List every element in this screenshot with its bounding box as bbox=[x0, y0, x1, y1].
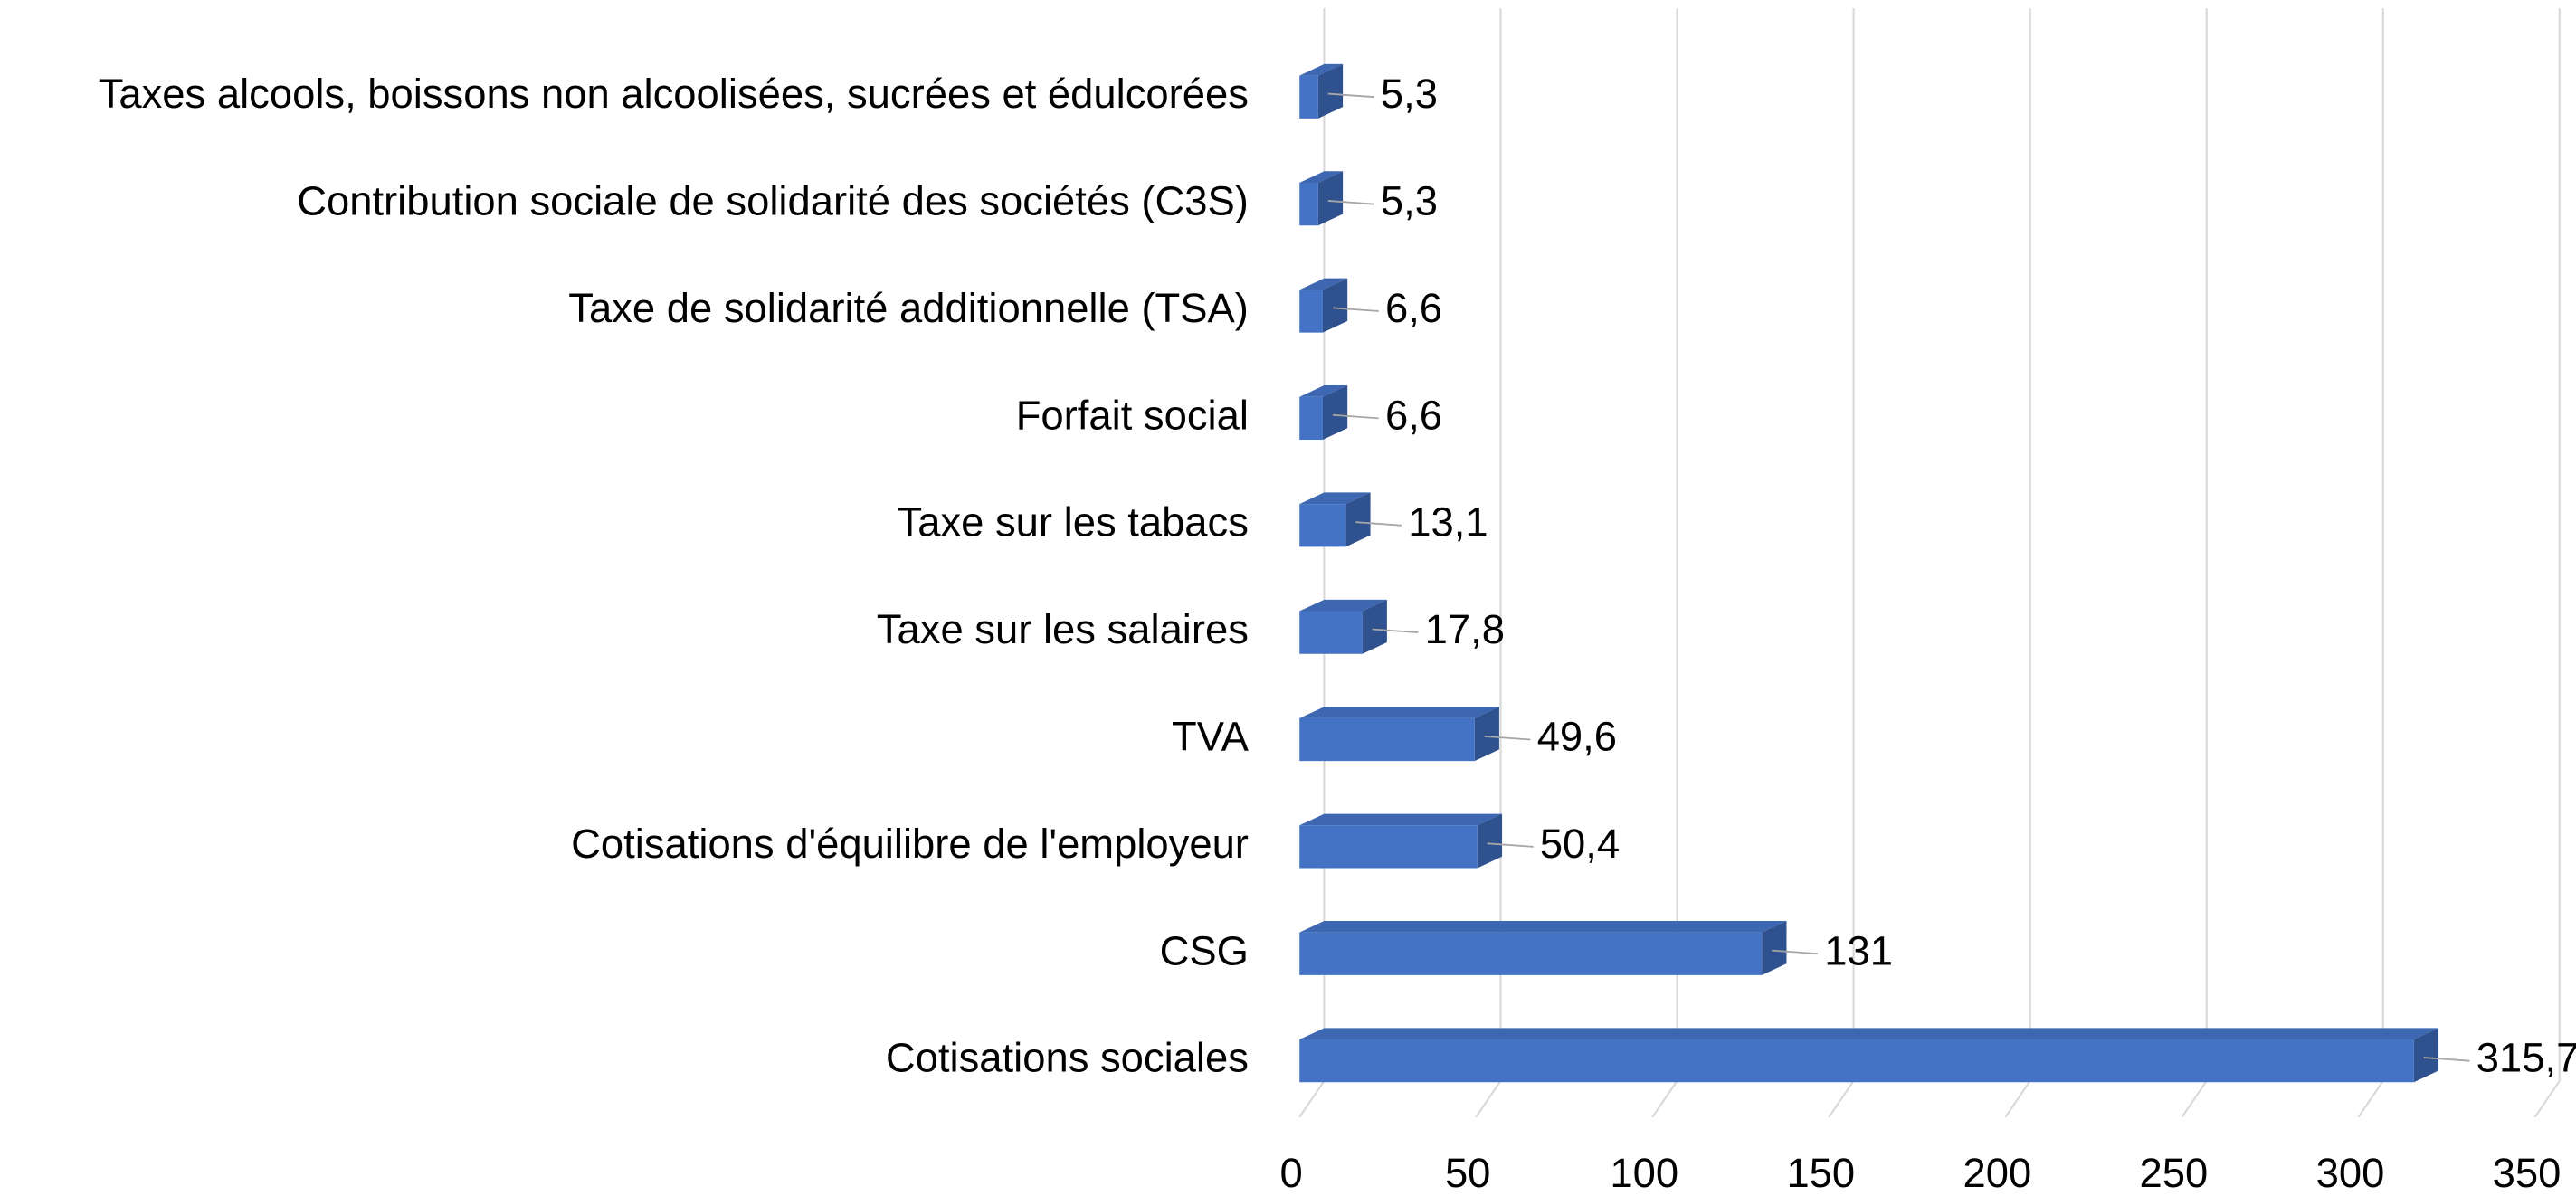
bar-front bbox=[1299, 1039, 2414, 1083]
bar-front bbox=[1299, 182, 1318, 226]
leader-line bbox=[1332, 413, 1379, 420]
bar-side bbox=[1317, 171, 1344, 226]
bar bbox=[1299, 599, 1387, 654]
y-tick-label: Cotisations d'équilibre de l'employeur bbox=[571, 821, 1249, 867]
bar bbox=[1299, 813, 1503, 869]
y-tick-label: Cotisations sociales bbox=[886, 1035, 1249, 1081]
bar-top bbox=[1299, 813, 1503, 826]
bar-side bbox=[1474, 707, 1499, 762]
bar-side bbox=[2413, 1028, 2439, 1083]
data-label: 6,6 bbox=[1385, 392, 1442, 438]
bar bbox=[1299, 171, 1344, 226]
grid-floor-line bbox=[1828, 1080, 1855, 1118]
data-label: 49,6 bbox=[1537, 713, 1617, 759]
data-label: 5,3 bbox=[1381, 71, 1438, 117]
y-tick-label: CSG bbox=[1160, 927, 1249, 973]
leader-line bbox=[1327, 200, 1374, 205]
data-label: 131 bbox=[1824, 927, 1893, 973]
bar-front bbox=[1299, 396, 1323, 440]
bar-side bbox=[1762, 920, 1787, 975]
bar bbox=[1299, 63, 1344, 119]
bar-front bbox=[1299, 290, 1323, 333]
x-tick-label: 250 bbox=[2140, 1150, 2209, 1196]
data-label: 13,1 bbox=[1408, 499, 1488, 546]
data-label: 315,7 bbox=[2476, 1035, 2576, 1081]
leader-line bbox=[1484, 735, 1531, 741]
bar-front bbox=[1299, 504, 1346, 547]
leader-line bbox=[2423, 1057, 2470, 1062]
bar-front bbox=[1299, 825, 1478, 869]
bar-side bbox=[1322, 278, 1348, 333]
data-label: 5,3 bbox=[1381, 178, 1438, 224]
bar-front bbox=[1299, 717, 1475, 762]
bar-top bbox=[1299, 171, 1344, 183]
bar-side bbox=[1477, 813, 1503, 869]
bar-top bbox=[1299, 1028, 2439, 1040]
bar-top bbox=[1299, 63, 1344, 76]
x-tick-label: 100 bbox=[1610, 1150, 1678, 1196]
x-tick-label: 50 bbox=[1445, 1150, 1490, 1196]
y-tick-label: Taxe sur les tabacs bbox=[898, 499, 1249, 546]
x-tick-label: 200 bbox=[1963, 1150, 2031, 1196]
data-label: 17,8 bbox=[1425, 606, 1505, 652]
data-label: 6,6 bbox=[1385, 285, 1442, 331]
x-tick-label: 150 bbox=[1786, 1150, 1855, 1196]
bar-top bbox=[1299, 385, 1348, 397]
x-tick-label: 0 bbox=[1280, 1150, 1303, 1196]
bar-top bbox=[1299, 278, 1348, 290]
grid-floor-line bbox=[1475, 1080, 1502, 1118]
grid-floor-line bbox=[2533, 1080, 2561, 1118]
bar-side bbox=[1362, 599, 1387, 654]
y-tick-label: Taxes alcools, boissons non alcoolisées,… bbox=[99, 71, 1249, 117]
leader-line bbox=[1355, 521, 1402, 527]
leader-line bbox=[1332, 307, 1379, 312]
bar-side bbox=[1317, 63, 1344, 119]
grid-floor-line bbox=[1298, 1080, 1326, 1118]
bar-front bbox=[1299, 932, 1763, 975]
leader-line bbox=[1487, 842, 1534, 848]
leader-line bbox=[1772, 949, 1819, 955]
bar bbox=[1299, 1028, 2439, 1083]
y-tick-label: Forfait social bbox=[1016, 392, 1249, 438]
grid-floor-line bbox=[2357, 1080, 2384, 1118]
bar-side bbox=[1345, 492, 1371, 547]
bar bbox=[1299, 707, 1499, 762]
grid-floor-line bbox=[2181, 1080, 2208, 1118]
x-tick-label: 300 bbox=[2316, 1150, 2385, 1196]
bar-front bbox=[1299, 75, 1318, 119]
bar-top bbox=[1299, 707, 1499, 718]
bar-top bbox=[1299, 492, 1371, 505]
y-tick-label: Taxe sur les salaires bbox=[877, 606, 1249, 652]
grid-floor-line bbox=[1651, 1080, 1678, 1118]
y-tick-label: Taxe de solidarité additionnelle (TSA) bbox=[568, 285, 1249, 331]
bar bbox=[1299, 385, 1348, 440]
leader-line bbox=[1372, 628, 1419, 634]
bar-top bbox=[1299, 599, 1387, 612]
bar bbox=[1299, 278, 1348, 333]
x-tick-label: 350 bbox=[2493, 1150, 2562, 1196]
bar-top bbox=[1299, 920, 1787, 933]
y-tick-label: Contribution sociale de solidarité des s… bbox=[297, 178, 1249, 224]
bar-front bbox=[1299, 611, 1363, 654]
bar bbox=[1299, 920, 1787, 975]
bar-side bbox=[1322, 385, 1348, 440]
bar bbox=[1299, 492, 1371, 547]
grid-floor-line bbox=[2004, 1080, 2031, 1118]
data-label: 50,4 bbox=[1540, 821, 1620, 867]
y-tick-label: TVA bbox=[1172, 713, 1250, 759]
leader-line bbox=[1327, 92, 1374, 99]
